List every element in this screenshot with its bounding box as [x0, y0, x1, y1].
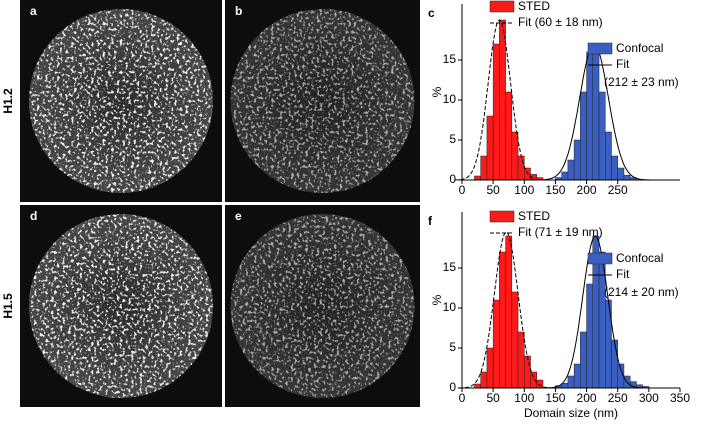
legend-label: Fit (71 ± 19 nm)	[518, 225, 603, 239]
histogram-bar	[492, 299, 500, 389]
y-axis-label: %	[430, 86, 444, 97]
x-tick-label: 100	[514, 391, 534, 405]
histogram-bar	[573, 139, 581, 181]
histogram-bar	[536, 379, 544, 389]
histogram-bar	[567, 375, 575, 389]
histogram-bar	[561, 171, 569, 181]
x-tick-label: 200	[577, 391, 597, 405]
legend-swatch	[587, 42, 613, 55]
y-tick-label: 0	[449, 172, 456, 186]
x-tick-label: 100	[514, 183, 534, 197]
x-tick-label: 150	[545, 183, 565, 197]
histogram-bar	[499, 251, 506, 389]
histogram-bar	[480, 371, 488, 389]
image-panel: d	[20, 205, 222, 407]
histogram-bar	[561, 382, 569, 389]
legend-label: (212 ± 23 nm)	[604, 75, 679, 89]
histogram-bar	[530, 371, 537, 389]
histogram-bar	[505, 235, 513, 389]
histogram-bar	[517, 155, 525, 181]
histogram-bar	[474, 383, 481, 389]
histogram-bar	[505, 91, 513, 181]
y-tick-label: 15	[443, 52, 457, 66]
histogram-bar	[480, 155, 488, 181]
histogram-bar	[511, 291, 519, 389]
histogram-bar	[492, 43, 500, 181]
y-tick-label: 10	[443, 92, 457, 106]
cell-foci	[29, 9, 213, 193]
histogram-bar	[617, 167, 625, 181]
panel-label: e	[235, 209, 242, 223]
histogram-bar	[486, 115, 494, 181]
x-tick-label: 50	[486, 391, 500, 405]
legend-swatch	[587, 252, 613, 265]
histogram-bar	[511, 131, 519, 181]
panel-label: d	[30, 209, 37, 223]
image-panel: e	[225, 205, 420, 407]
x-tick-label: 150	[545, 391, 565, 405]
histogram-bar	[474, 175, 481, 181]
legend-label: Confocal	[616, 41, 663, 55]
legend-label: Fit	[616, 57, 630, 71]
histogram-bar	[580, 331, 587, 389]
panel-label: b	[235, 4, 242, 18]
histogram-bar	[586, 51, 594, 181]
legend-label: Fit	[616, 267, 630, 281]
row-label: H1.2	[1, 88, 15, 114]
cell-foci	[29, 214, 213, 398]
legend-label: Fit (60 ± 18 nm)	[518, 15, 603, 29]
histogram-bar	[605, 131, 612, 181]
legend-label: STED	[518, 0, 550, 13]
x-tick-label: 350	[670, 391, 690, 405]
y-tick-label: 5	[449, 340, 456, 354]
y-tick-label: 10	[443, 300, 457, 314]
histogram-bar	[573, 363, 581, 389]
histogram-bar	[517, 331, 525, 389]
histogram-bar	[611, 339, 618, 389]
x-axis-label: Domain size (nm)	[524, 406, 618, 420]
x-tick-label: 300	[639, 391, 659, 405]
x-tick-label: 250	[608, 391, 628, 405]
x-tick-label: 0	[459, 183, 466, 197]
legend-label: STED	[518, 209, 550, 223]
histogram-bar	[592, 47, 600, 181]
x-tick-label: 0	[459, 391, 466, 405]
y-tick-label: 5	[449, 132, 456, 146]
histogram-bar	[580, 91, 587, 181]
panel-label: c	[428, 6, 435, 20]
legend-swatch	[489, 0, 515, 13]
fit-curve	[545, 235, 646, 389]
histogram-bar	[611, 155, 618, 181]
x-tick-label: 250	[608, 183, 628, 197]
histogram-bar	[567, 159, 575, 181]
cell-foci	[230, 9, 415, 193]
fit-curve	[454, 19, 545, 181]
panel-label: f	[428, 214, 433, 228]
y-tick-label: 15	[443, 260, 457, 274]
histogram-bar	[524, 167, 531, 181]
legend-swatch	[489, 210, 515, 223]
x-tick-label: 50	[486, 183, 500, 197]
histogram-bar	[586, 283, 594, 389]
histogram-bar	[524, 355, 531, 389]
image-panel: a	[20, 0, 222, 202]
y-axis-label: %	[430, 294, 444, 305]
histogram-bar	[499, 19, 506, 181]
histogram-bar	[486, 347, 494, 389]
panel-label: a	[30, 4, 37, 18]
image-panel: b	[225, 0, 420, 202]
legend-label: Confocal	[616, 251, 663, 265]
histogram-bar	[598, 91, 606, 181]
histogram-bar	[623, 174, 631, 181]
cell-foci	[230, 214, 415, 398]
legend-label: (214 ± 20 nm)	[604, 285, 679, 299]
x-tick-label: 200	[577, 183, 597, 197]
y-tick-label: 0	[449, 380, 456, 394]
row-label: H1.5	[1, 293, 15, 319]
